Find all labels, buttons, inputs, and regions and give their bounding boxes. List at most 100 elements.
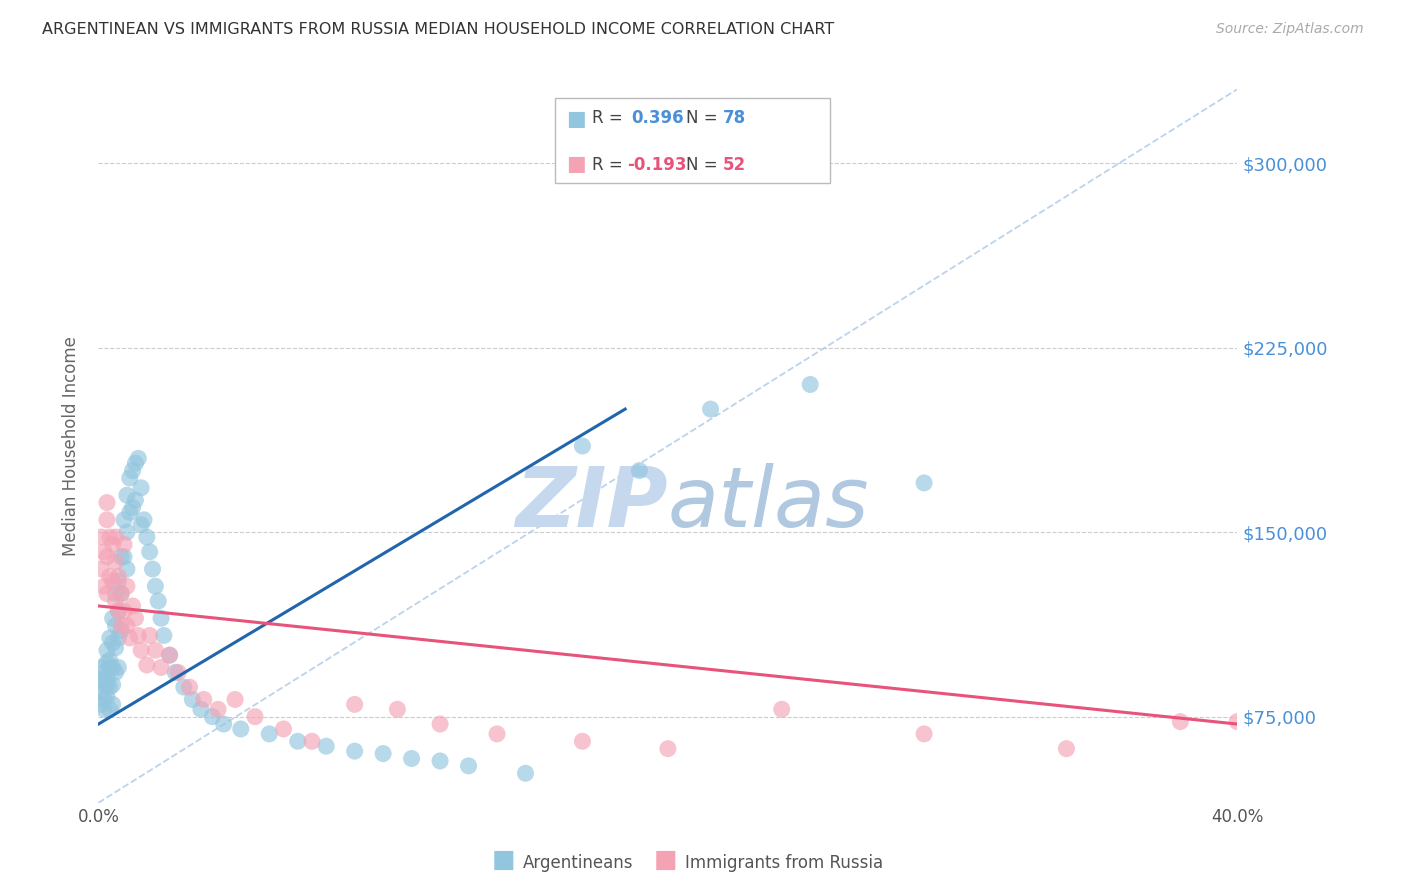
Text: 52: 52 xyxy=(723,156,745,174)
Point xyxy=(571,734,593,748)
Point xyxy=(229,722,252,736)
Point xyxy=(101,574,124,589)
Point xyxy=(98,631,121,645)
Text: ■: ■ xyxy=(567,154,586,174)
Point xyxy=(153,628,176,642)
Point xyxy=(104,555,127,569)
Point xyxy=(98,660,121,674)
Point xyxy=(628,464,651,478)
Point xyxy=(110,587,132,601)
Point xyxy=(107,631,129,645)
Point xyxy=(145,579,167,593)
Point xyxy=(1226,714,1249,729)
Point xyxy=(699,402,721,417)
Point xyxy=(373,747,395,761)
Point xyxy=(912,727,935,741)
Point xyxy=(96,656,118,670)
Point xyxy=(387,702,409,716)
Text: ARGENTINEAN VS IMMIGRANTS FROM RUSSIA MEDIAN HOUSEHOLD INCOME CORRELATION CHART: ARGENTINEAN VS IMMIGRANTS FROM RUSSIA ME… xyxy=(42,22,834,37)
Point xyxy=(101,636,124,650)
Point xyxy=(212,717,235,731)
Point xyxy=(799,377,821,392)
Point xyxy=(167,665,190,680)
Point xyxy=(110,549,132,564)
Point xyxy=(115,618,138,632)
Point xyxy=(98,530,121,544)
Point xyxy=(127,628,149,642)
Point xyxy=(129,517,152,532)
Text: R =: R = xyxy=(592,156,628,174)
Point xyxy=(138,545,160,559)
Point xyxy=(96,670,118,684)
Point xyxy=(93,678,115,692)
Point xyxy=(93,665,115,680)
Point xyxy=(912,475,935,490)
Point xyxy=(98,702,121,716)
Text: ■: ■ xyxy=(492,848,516,872)
Point xyxy=(93,692,115,706)
Point xyxy=(287,734,309,748)
Point xyxy=(150,660,173,674)
Point xyxy=(90,685,112,699)
Point xyxy=(193,692,215,706)
Point xyxy=(96,678,118,692)
Point xyxy=(90,698,112,712)
Point xyxy=(259,727,281,741)
Point xyxy=(770,702,793,716)
Text: Source: ZipAtlas.com: Source: ZipAtlas.com xyxy=(1216,22,1364,37)
Point xyxy=(96,587,118,601)
Point xyxy=(98,653,121,667)
Point xyxy=(343,744,366,758)
Point xyxy=(429,717,451,731)
Point xyxy=(115,488,138,502)
Point xyxy=(93,702,115,716)
Text: Argentineans: Argentineans xyxy=(523,855,634,872)
Point xyxy=(179,680,201,694)
Point xyxy=(457,759,479,773)
Point xyxy=(104,530,127,544)
Point xyxy=(118,471,141,485)
Y-axis label: Median Household Income: Median Household Income xyxy=(62,336,80,556)
Point xyxy=(135,658,157,673)
Point xyxy=(96,643,118,657)
Point xyxy=(224,692,246,706)
Point xyxy=(1170,714,1192,729)
Point xyxy=(115,579,138,593)
Point xyxy=(201,709,224,723)
Point xyxy=(112,549,135,564)
Point xyxy=(657,741,679,756)
Point xyxy=(101,698,124,712)
Point xyxy=(107,574,129,589)
Point xyxy=(96,513,118,527)
Point xyxy=(98,680,121,694)
Point xyxy=(98,569,121,583)
Point xyxy=(129,481,152,495)
Point xyxy=(129,643,152,657)
Text: N =: N = xyxy=(686,156,723,174)
Point xyxy=(112,604,135,618)
Point xyxy=(121,464,143,478)
Point xyxy=(101,660,124,674)
Point xyxy=(107,604,129,618)
Point xyxy=(112,513,135,527)
Point xyxy=(127,451,149,466)
Point xyxy=(141,562,163,576)
Point xyxy=(315,739,337,754)
Point xyxy=(121,599,143,613)
Point xyxy=(104,594,127,608)
Text: N =: N = xyxy=(686,109,723,127)
Point xyxy=(90,673,112,687)
Text: ■: ■ xyxy=(567,109,586,128)
Point xyxy=(96,495,118,509)
Point xyxy=(165,665,187,680)
Point xyxy=(101,537,124,551)
Point xyxy=(159,648,181,662)
Point xyxy=(429,754,451,768)
Text: R =: R = xyxy=(592,109,628,127)
Point xyxy=(93,545,115,559)
Point xyxy=(96,549,118,564)
Point xyxy=(571,439,593,453)
Point xyxy=(138,628,160,642)
Point xyxy=(110,618,132,632)
Point xyxy=(107,604,129,618)
